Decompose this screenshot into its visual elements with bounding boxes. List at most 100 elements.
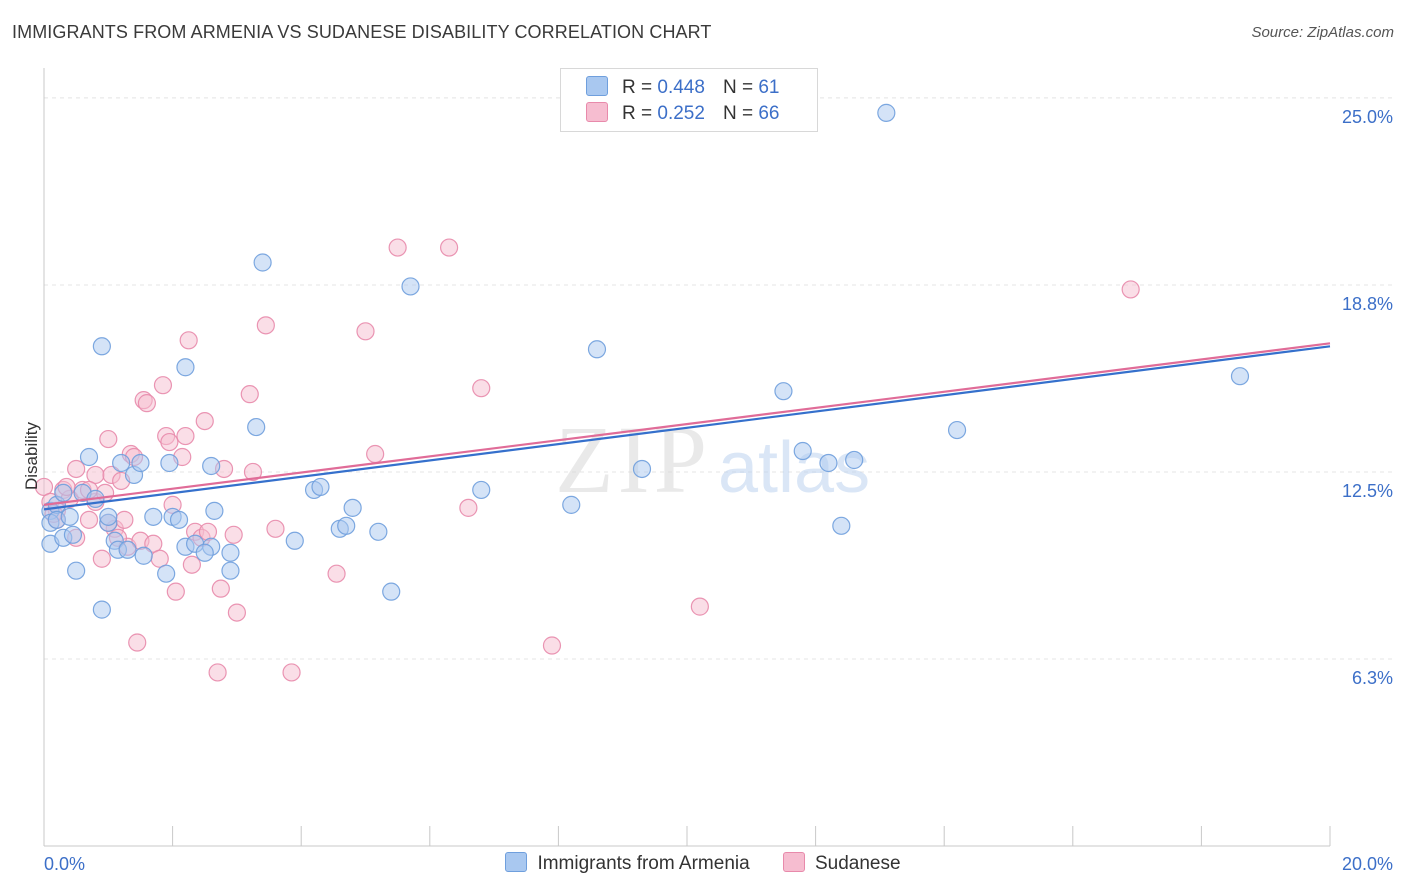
point-sudanese-34[interactable]: [176, 426, 195, 446]
point-armenia-28[interactable]: [176, 358, 195, 377]
point-armenia-34[interactable]: [221, 543, 240, 562]
legend-swatch-sudanese: [586, 102, 608, 122]
point-armenia-36[interactable]: [253, 253, 272, 272]
point-sudanese-41[interactable]: [211, 579, 230, 598]
point-armenia-18[interactable]: [118, 540, 137, 559]
point-armenia-53[interactable]: [832, 516, 851, 535]
point-armenia-32[interactable]: [205, 501, 224, 520]
point-sudanese-46[interactable]: [243, 462, 263, 482]
point-sudanese-6[interactable]: [67, 459, 86, 479]
point-armenia-48[interactable]: [587, 340, 607, 359]
point-sudanese-56[interactable]: [472, 379, 491, 398]
point-armenia-56[interactable]: [947, 420, 967, 440]
watermark: ZIP atlas: [555, 406, 870, 513]
point-sudanese-26[interactable]: [144, 534, 163, 553]
point-armenia-52[interactable]: [819, 453, 838, 473]
point-armenia-43[interactable]: [369, 522, 388, 541]
point-sudanese-18[interactable]: [115, 510, 134, 529]
legend-n-value-sudanese: 66: [758, 103, 780, 124]
point-sudanese-58[interactable]: [690, 597, 709, 616]
point-sudanese-52[interactable]: [366, 444, 385, 464]
point-armenia-10[interactable]: [79, 447, 99, 467]
point-armenia-17[interactable]: [112, 453, 131, 473]
point-armenia-39[interactable]: [311, 477, 330, 497]
point-sudanese-63[interactable]: [182, 555, 201, 574]
point-sudanese-39[interactable]: [198, 522, 218, 541]
point-sudanese-35[interactable]: [179, 331, 198, 350]
series-legend-sudanese[interactable]: Sudanese: [782, 852, 901, 875]
legend-swatch-armenia: [586, 76, 608, 96]
point-sudanese-55[interactable]: [459, 498, 478, 517]
point-sudanese-59[interactable]: [1121, 280, 1140, 299]
point-armenia-24[interactable]: [160, 453, 179, 473]
point-sudanese-50[interactable]: [327, 564, 346, 583]
legend-n-label: N =: [722, 77, 754, 98]
series-legend-armenia[interactable]: Immigrants from Armenia: [505, 852, 750, 875]
point-armenia-21[interactable]: [134, 546, 153, 565]
x-ticks: [43, 826, 1331, 846]
point-armenia-50[interactable]: [774, 382, 793, 401]
point-sudanese-40[interactable]: [208, 663, 227, 682]
point-armenia-47[interactable]: [562, 495, 581, 514]
point-sudanese-47[interactable]: [256, 316, 275, 335]
point-armenia-35[interactable]: [247, 417, 266, 437]
point-sudanese-44[interactable]: [227, 603, 246, 622]
point-sudanese-38[interactable]: [195, 411, 214, 431]
grid-lines: [44, 97, 1392, 660]
watermark-zip: ZIP: [555, 406, 711, 513]
point-sudanese-30[interactable]: [160, 432, 179, 452]
point-armenia-42[interactable]: [343, 498, 362, 517]
series-swatch-sudanese: [782, 852, 805, 872]
point-armenia-12[interactable]: [92, 337, 111, 356]
point-armenia-13[interactable]: [92, 600, 111, 619]
point-sudanese-48[interactable]: [266, 519, 285, 538]
point-armenia-44[interactable]: [382, 582, 401, 601]
point-sudanese-0[interactable]: [34, 477, 54, 497]
point-sudanese-9[interactable]: [79, 510, 99, 529]
point-armenia-7[interactable]: [60, 507, 79, 526]
point-armenia-23[interactable]: [157, 564, 176, 583]
point-sudanese-43[interactable]: [224, 525, 243, 544]
point-sudanese-53[interactable]: [388, 238, 407, 257]
point-sudanese-57[interactable]: [542, 636, 562, 655]
point-armenia-20[interactable]: [131, 453, 150, 473]
point-armenia-49[interactable]: [632, 459, 652, 479]
point-armenia-6[interactable]: [54, 483, 73, 503]
point-sudanese-49[interactable]: [282, 663, 301, 682]
point-armenia-33[interactable]: [221, 561, 240, 580]
legend: R = 0.448 N = 61 R = 0.252 N = 66: [560, 68, 818, 132]
series-label-armenia: Immigrants from Armenia: [537, 853, 750, 874]
legend-row-armenia: R = 0.448 N = 61: [586, 76, 779, 100]
point-armenia-58[interactable]: [63, 525, 83, 544]
point-sudanese-14[interactable]: [99, 429, 118, 449]
point-armenia-60[interactable]: [195, 543, 214, 562]
point-armenia-26[interactable]: [169, 510, 189, 529]
y-tick-label-2: 18.8%: [1342, 294, 1393, 314]
point-armenia-46[interactable]: [472, 480, 491, 500]
point-sudanese-25[interactable]: [137, 394, 156, 413]
trend-line-armenia: [43, 345, 1331, 511]
point-armenia-22[interactable]: [144, 507, 163, 526]
point-sudanese-45[interactable]: [240, 385, 259, 404]
point-armenia-41[interactable]: [337, 516, 356, 535]
point-armenia-45[interactable]: [401, 277, 420, 296]
point-armenia-54[interactable]: [845, 450, 864, 470]
point-armenia-8[interactable]: [67, 561, 86, 580]
point-armenia-37[interactable]: [285, 531, 304, 550]
point-sudanese-12[interactable]: [92, 549, 111, 568]
point-armenia-51[interactable]: [793, 441, 812, 461]
point-sudanese-54[interactable]: [439, 238, 459, 257]
point-sudanese-28[interactable]: [153, 376, 173, 395]
point-sudanese-51[interactable]: [356, 322, 375, 341]
point-armenia-57[interactable]: [1230, 367, 1250, 386]
point-sudanese-32[interactable]: [166, 582, 185, 601]
point-sudanese-22[interactable]: [128, 633, 147, 652]
legend-n-value-armenia: 61: [758, 77, 780, 98]
data-points: [34, 103, 1250, 682]
point-armenia-59[interactable]: [99, 507, 118, 526]
point-armenia-55[interactable]: [877, 103, 896, 122]
legend-r-label: R =: [622, 103, 653, 124]
point-armenia-31[interactable]: [202, 456, 221, 476]
legend-r-label: R =: [622, 77, 653, 98]
